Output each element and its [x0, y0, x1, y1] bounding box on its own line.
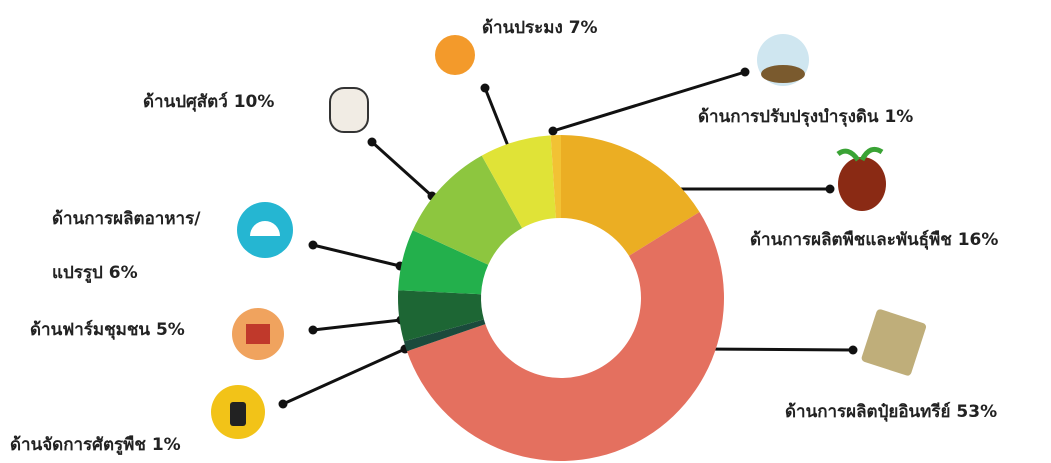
leader-dot	[481, 84, 490, 93]
bag-icon	[861, 308, 927, 376]
leader-line	[372, 142, 432, 196]
category-label: ด้านการผลิตพืชและพันธุ์พืช	[750, 230, 952, 250]
leader-dot	[826, 185, 835, 194]
leader-dot	[309, 241, 318, 250]
barn	[246, 324, 270, 344]
leader-line	[313, 245, 400, 266]
leader-dot	[741, 68, 750, 77]
leader-line	[313, 320, 401, 330]
category-label: ด้านจัดการศัตรูพืช	[10, 435, 146, 455]
category-label: ด้านการปรับปรุงบำรุงดิน	[698, 107, 879, 127]
category-label: ด้านฟาร์มชุมชน	[30, 320, 150, 340]
category-label: ด้านปศุสัตว์	[143, 92, 228, 112]
slice-label: ด้านจัดการศัตรูพืช 1%	[10, 433, 181, 457]
seed-icon	[838, 157, 886, 211]
cow-icon	[330, 88, 368, 132]
fish-icon	[435, 35, 475, 75]
slice-label: ด้านประมง 7%	[482, 16, 598, 40]
chart: ด้านการผลิตพืชและพันธุ์พืช 16%ด้านการผลิ…	[0, 0, 1051, 463]
slice-label: ด้านการปรับปรุงบำรุงดิน 1%	[698, 105, 913, 129]
slice-label: ด้านปศุสัตว์ 10%	[143, 90, 274, 114]
slice-label: ด้านฟาร์มชุมชน 5%	[30, 318, 185, 342]
value-label: 1%	[884, 107, 913, 127]
category-label: ด้านการผลิตปุ๋ยอินทรีย์	[785, 402, 950, 422]
leader-dot	[279, 400, 288, 409]
donut	[398, 135, 724, 461]
value-label: 10%	[234, 92, 275, 112]
leader-line	[700, 349, 853, 350]
spray-can	[230, 402, 246, 426]
leader-dot	[368, 138, 377, 147]
slice-label: ด้านการผลิตพืชและพันธุ์พืช 16%	[750, 228, 998, 252]
leader-line	[485, 88, 510, 151]
value-label: 16%	[958, 230, 999, 250]
value-label: 7%	[569, 18, 598, 38]
leader-line	[283, 349, 405, 404]
leader-dot	[849, 346, 858, 355]
value-label: 6%	[109, 263, 138, 283]
soil-icon-ground	[761, 65, 805, 83]
leader-dot	[549, 127, 558, 136]
slice-label: ด้านการผลิตอาหาร/ แปรรูป 6%	[52, 192, 200, 300]
value-label: 1%	[152, 435, 181, 455]
category-label: ด้านประมง	[482, 18, 563, 38]
leader-dot	[309, 326, 318, 335]
slice-label: ด้านการผลิตปุ๋ยอินทรีย์ 53%	[785, 400, 997, 424]
value-label: 5%	[156, 320, 185, 340]
value-label: 53%	[956, 402, 997, 422]
